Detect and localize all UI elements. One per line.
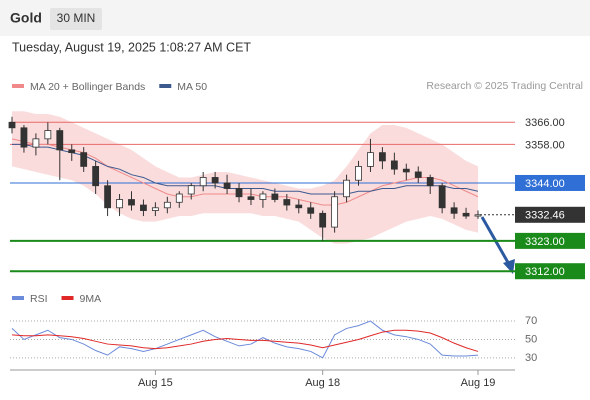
x-tick-label: Aug 19 <box>461 377 496 389</box>
candle-body <box>235 188 243 198</box>
y-tick-label: 70 <box>525 315 537 327</box>
candle-body <box>20 127 28 148</box>
timestamp: Tuesday, August 19, 2025 1:08:27 AM CET <box>12 40 251 54</box>
legend-label: 9MA <box>80 293 102 305</box>
candle-body <box>390 160 398 170</box>
indicator-line <box>11 320 479 359</box>
level-label: 3323.00 <box>525 236 565 248</box>
level-label: 3312.00 <box>525 266 565 278</box>
candle-body <box>402 168 410 173</box>
credit: Research © 2025 Trading Central <box>426 80 583 92</box>
candle-body <box>223 182 231 189</box>
candle-body <box>187 185 195 195</box>
level-label: 3366.00 <box>525 117 565 129</box>
candle-body <box>68 149 76 154</box>
level-label: 3332.46 <box>525 210 565 222</box>
candle-body <box>140 204 147 211</box>
candle-body <box>283 199 291 206</box>
legend-swatch <box>12 84 24 88</box>
indicator-line <box>11 329 479 352</box>
x-tick-label: Aug 15 <box>138 377 173 389</box>
y-tick-label: 30 <box>525 352 537 364</box>
candle-body <box>355 166 362 181</box>
symbol: Gold <box>10 10 42 26</box>
bollinger-band <box>12 111 478 244</box>
candle-body <box>211 177 219 184</box>
level-label-box <box>515 232 585 249</box>
candle-body <box>414 171 422 178</box>
candle-body <box>163 201 171 209</box>
legend-swatch <box>12 296 24 300</box>
level-label-box <box>515 263 585 280</box>
x-tick-label: Aug 18 <box>305 377 340 389</box>
candle-body <box>151 207 159 211</box>
moving-average <box>12 143 479 195</box>
candle-body <box>295 204 303 209</box>
candle-body <box>175 193 183 203</box>
level-label: 3358.00 <box>525 139 565 151</box>
candle-body <box>462 212 470 217</box>
candle-body <box>44 130 52 140</box>
legend-swatch <box>61 296 74 300</box>
timeframe-box[interactable] <box>50 8 102 30</box>
level-label-box <box>515 206 585 223</box>
moving-average <box>11 138 479 206</box>
candle-body <box>450 207 458 214</box>
candle-body <box>307 207 315 214</box>
legend-label: MA 20 + Bollinger Bands <box>30 81 145 93</box>
legend-swatch <box>159 84 172 88</box>
candle-body <box>32 138 40 148</box>
candle-body <box>259 193 267 200</box>
candle-body <box>438 185 446 209</box>
candle-body <box>367 152 374 167</box>
candle-body <box>474 214 482 217</box>
candle-body <box>116 199 123 209</box>
candle-body <box>80 152 88 167</box>
level-label-box <box>515 174 585 191</box>
candle-body <box>56 130 64 151</box>
candle-body <box>319 212 327 228</box>
candle-body <box>247 196 255 200</box>
legend-label: RSI <box>30 293 48 305</box>
legend-label: MA 50 <box>177 81 207 93</box>
candle-body <box>104 185 111 209</box>
candle-body <box>426 177 434 187</box>
candle-body <box>271 193 279 200</box>
candle-body <box>343 179 350 198</box>
candle-body <box>92 166 100 187</box>
candle-body <box>379 152 386 162</box>
timeframe[interactable]: 30 MIN <box>57 11 96 25</box>
candle-body <box>199 177 207 187</box>
y-tick-label: 50 <box>525 333 537 345</box>
candle-body <box>128 199 135 206</box>
candle-body <box>8 121 16 129</box>
level-label: 3344.00 <box>525 178 565 190</box>
candle-body <box>331 196 339 228</box>
